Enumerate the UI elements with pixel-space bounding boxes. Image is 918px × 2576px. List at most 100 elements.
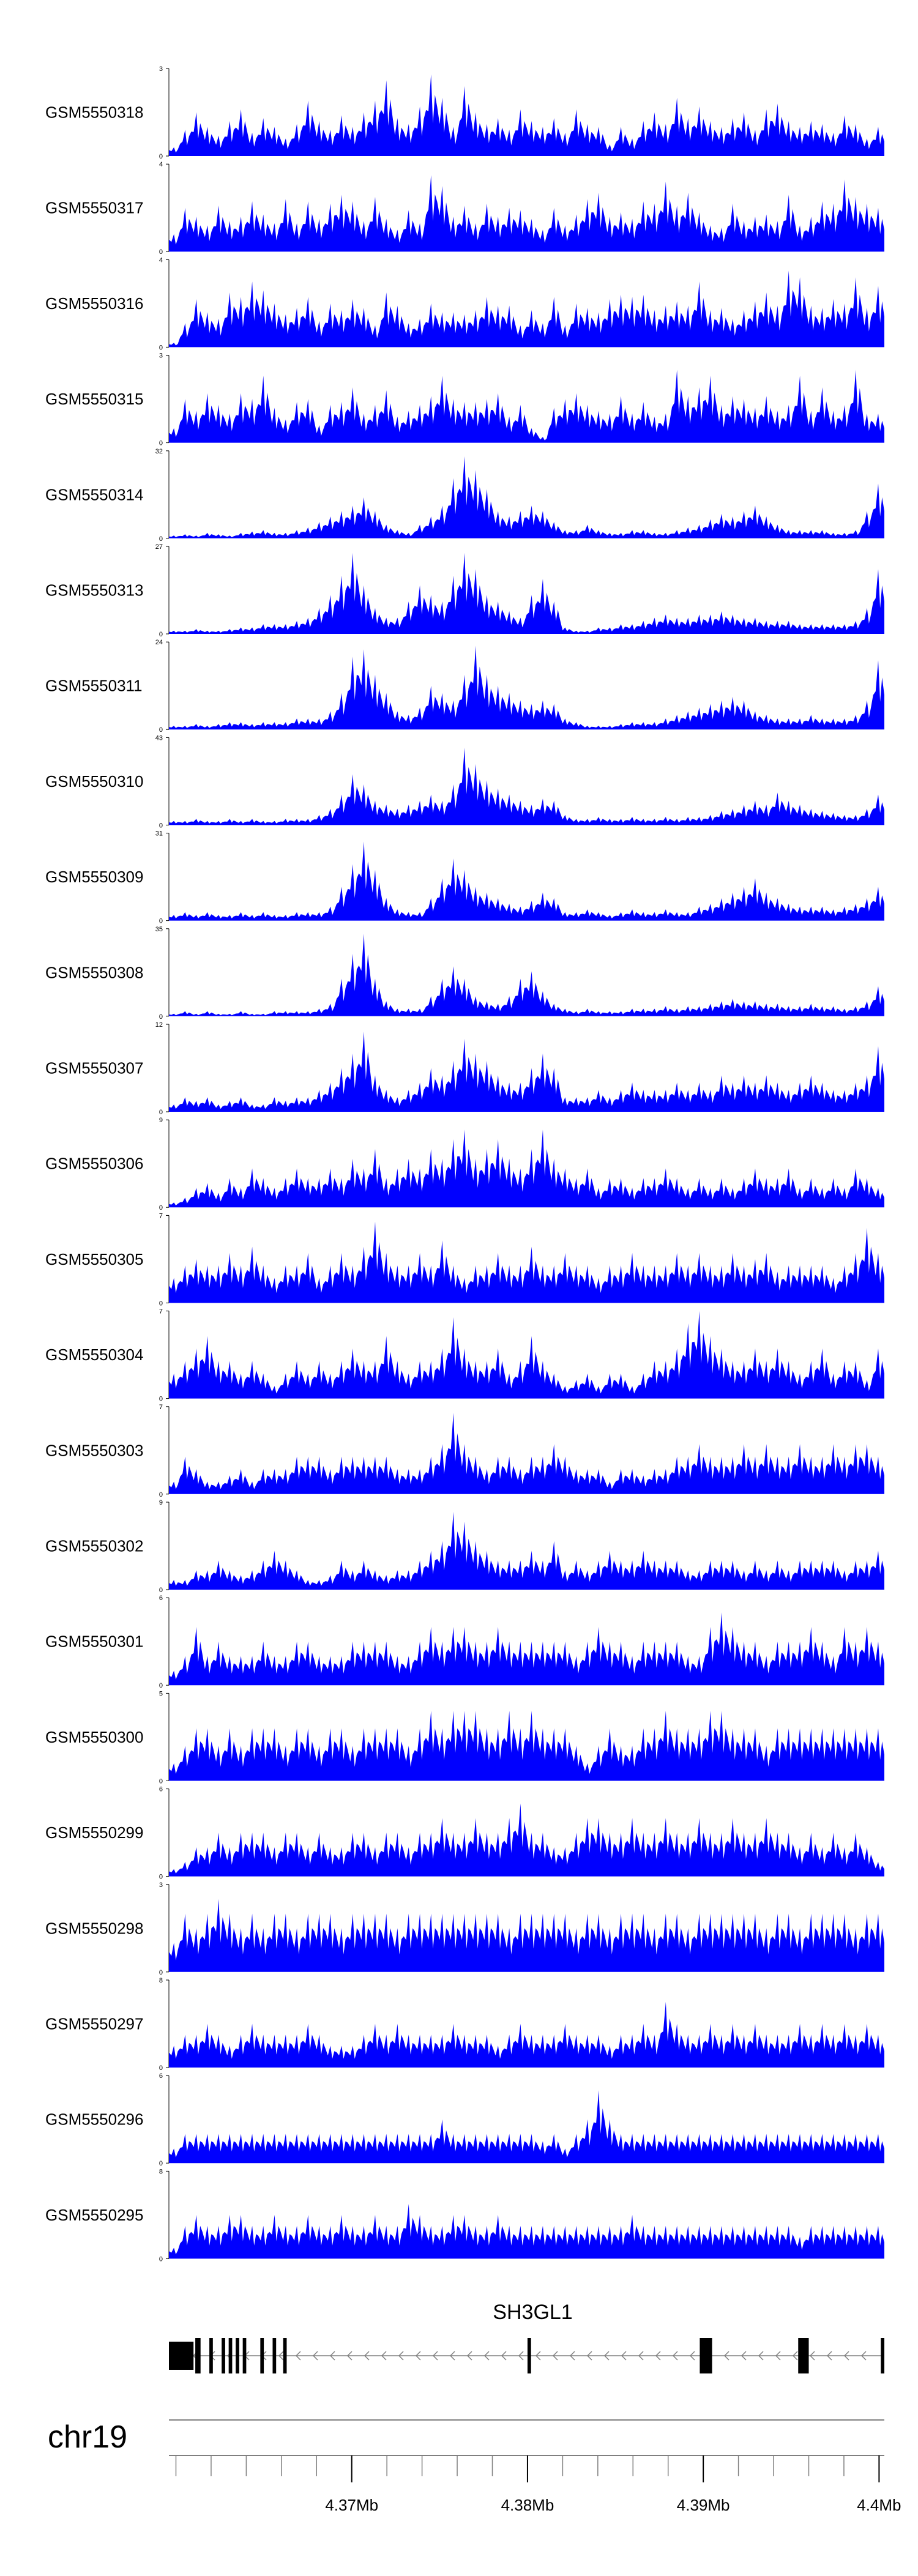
track-gsm5550297: GSM5550297 8 0	[45, 1977, 884, 2072]
track-gsm5550308: GSM5550308 35 0	[45, 926, 884, 1021]
signal-area	[169, 456, 884, 538]
strand-arrow	[603, 2351, 610, 2361]
strand-arrow	[621, 2351, 627, 2361]
track-gsm5550302: GSM5550302 9 0	[45, 1499, 884, 1594]
y-min-label: 0	[159, 726, 163, 734]
track-name-label: GSM5550311	[45, 677, 143, 695]
y-min-label: 0	[159, 1969, 163, 1976]
signal-area	[169, 370, 884, 443]
strand-arrow	[775, 2351, 781, 2361]
y-min-label: 0	[159, 2160, 163, 2167]
y-max-label: 4	[159, 256, 163, 264]
signal-area	[169, 270, 884, 348]
y-max-label: 5	[159, 1690, 163, 1697]
track-name-label: GSM5550309	[45, 868, 143, 886]
track-name-label: GSM5550315	[45, 390, 143, 408]
strand-arrow	[655, 2351, 661, 2361]
y-max-label: 35	[155, 926, 163, 933]
strand-arrow	[689, 2351, 695, 2361]
strand-arrow	[535, 2351, 541, 2361]
strand-arrow	[843, 2351, 849, 2361]
strand-arrow	[364, 2351, 370, 2361]
strand-arrow	[415, 2351, 421, 2361]
exon	[272, 2338, 277, 2373]
track-gsm5550317: GSM5550317 4 0	[45, 161, 884, 256]
y-max-label: 7	[159, 1404, 163, 1411]
signal-area	[169, 841, 884, 921]
track-gsm5550315: GSM5550315 3 0	[45, 352, 884, 447]
y-min-label: 0	[159, 1204, 163, 1212]
strand-arrow	[381, 2351, 387, 2361]
signal-area	[169, 1803, 884, 1877]
y-max-label: 6	[159, 1786, 163, 1793]
y-min-label: 0	[159, 153, 163, 160]
signal-area	[169, 553, 884, 634]
y-min-label: 0	[159, 1587, 163, 1594]
track-name-label: GSM5550314	[45, 485, 143, 504]
y-min-label: 0	[159, 248, 163, 256]
y-min-label: 0	[159, 1300, 163, 1307]
y-max-label: 7	[159, 1212, 163, 1219]
chromosome-track: chr19	[48, 2419, 884, 2455]
track-gsm5550301: GSM5550301 6 0	[45, 1595, 884, 1689]
track-gsm5550310: GSM5550310 43 0	[45, 734, 884, 829]
strand-arrow	[449, 2351, 455, 2361]
exon	[228, 2338, 233, 2373]
genomic-axis: 4.37Mb 4.38Mb 4.39Mb 4.4Mb	[169, 2455, 901, 2514]
track-gsm5550305: GSM5550305 7 0	[45, 1212, 884, 1307]
track-name-label: GSM5550316	[45, 294, 143, 313]
signal-area	[169, 2090, 884, 2164]
exon	[209, 2338, 213, 2373]
chromosome-label: chr19	[48, 2419, 127, 2455]
y-min-label: 0	[159, 2064, 163, 2072]
exon	[283, 2338, 287, 2373]
signal-area	[169, 1311, 884, 1399]
exon	[222, 2338, 225, 2373]
y-min-label: 0	[159, 1109, 163, 1116]
y-max-label: 6	[159, 1595, 163, 1602]
exon	[798, 2338, 809, 2373]
track-name-label: GSM5550313	[45, 581, 143, 600]
signal-area	[169, 2001, 884, 2068]
y-min-label: 0	[159, 1874, 163, 1881]
strand-arrow	[278, 2351, 284, 2361]
exon	[700, 2338, 712, 2373]
signal-area	[169, 748, 884, 825]
track-gsm5550318: GSM5550318 3 0	[45, 65, 884, 160]
track-name-label: GSM5550307	[45, 1059, 143, 1078]
signal-area	[169, 1130, 884, 1208]
track-name-label: GSM5550297	[45, 2015, 143, 2033]
exon	[195, 2338, 201, 2373]
y-max-label: 9	[159, 1499, 163, 1506]
strand-arrow	[758, 2351, 764, 2361]
exon	[527, 2338, 531, 2373]
y-max-label: 31	[155, 830, 163, 838]
strand-arrow	[552, 2351, 558, 2361]
track-gsm5550313: GSM5550313 27 0	[45, 543, 884, 638]
track-gsm5550314: GSM5550314 32 0	[45, 448, 884, 543]
signal-area	[169, 1711, 884, 1781]
signal-area	[169, 1221, 884, 1303]
y-max-label: 4	[159, 161, 163, 168]
y-min-label: 0	[159, 344, 163, 351]
track-gsm5550300: GSM5550300 5 0	[45, 1690, 884, 1785]
y-max-label: 32	[155, 448, 163, 455]
y-max-label: 3	[159, 65, 163, 73]
strand-arrow	[312, 2351, 318, 2361]
strand-arrow	[483, 2351, 490, 2361]
x-tick-label: 4.4Mb	[857, 2496, 901, 2514]
y-max-label: 9	[159, 1117, 163, 1124]
strand-arrow	[792, 2351, 798, 2361]
x-tick-label: 4.38Mb	[501, 2496, 554, 2514]
y-min-label: 0	[159, 1682, 163, 1689]
y-min-label: 0	[159, 918, 163, 925]
y-min-label: 0	[159, 1778, 163, 1785]
track-name-label: GSM5550305	[45, 1250, 143, 1268]
track-gsm5550304: GSM5550304 7 0	[45, 1308, 884, 1403]
y-min-label: 0	[159, 1396, 163, 1403]
track-gsm5550298: GSM5550298 3 0	[45, 1882, 884, 1976]
track-gsm5550299: GSM5550299 6 0	[45, 1786, 884, 1881]
y-min-label: 0	[159, 2255, 163, 2263]
strand-arrow	[518, 2351, 524, 2361]
signal-area	[169, 934, 884, 1016]
